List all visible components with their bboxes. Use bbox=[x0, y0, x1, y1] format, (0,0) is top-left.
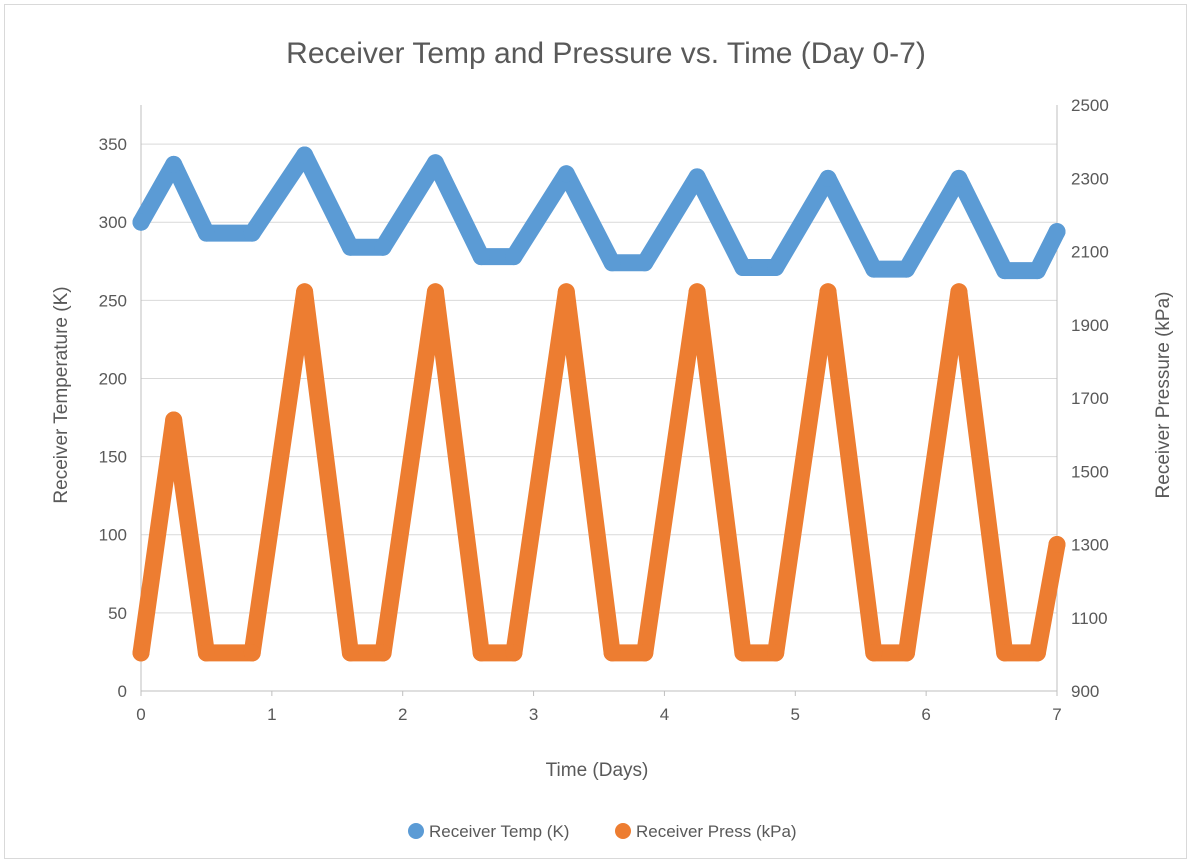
data-point-temp bbox=[1028, 262, 1046, 280]
data-point-press bbox=[426, 283, 444, 301]
y2-tick-label: 1700 bbox=[1071, 389, 1109, 408]
data-point-temp bbox=[557, 165, 575, 183]
y2-tick-label: 1900 bbox=[1071, 316, 1109, 335]
x-tick-label: 1 bbox=[267, 705, 276, 724]
y-tick-label: 150 bbox=[99, 448, 127, 467]
y2-tick-label: 1100 bbox=[1071, 609, 1108, 628]
data-point-temp bbox=[950, 169, 968, 187]
x-tick-label: 4 bbox=[660, 705, 669, 724]
data-point-press bbox=[243, 644, 261, 662]
data-point-temp bbox=[996, 262, 1014, 280]
y-tick-label: 300 bbox=[99, 213, 127, 232]
series-line-temp bbox=[132, 146, 1066, 280]
y-tick-label: 50 bbox=[108, 604, 127, 623]
x-tick-label: 2 bbox=[398, 705, 407, 724]
data-point-press bbox=[734, 644, 752, 662]
y-tick-label: 250 bbox=[99, 291, 127, 310]
data-point-press bbox=[819, 283, 837, 301]
data-point-temp bbox=[197, 224, 215, 242]
y2-tick-label: 2300 bbox=[1071, 169, 1109, 188]
data-point-temp bbox=[374, 238, 392, 256]
data-point-press bbox=[374, 644, 392, 662]
x-tick-label: 6 bbox=[921, 705, 930, 724]
x-axis-title: Time (Days) bbox=[546, 760, 649, 781]
y-tick-label: 350 bbox=[99, 135, 127, 154]
data-point-press bbox=[165, 411, 183, 429]
data-point-press bbox=[636, 644, 654, 662]
data-point-temp bbox=[1048, 223, 1066, 241]
data-point-press bbox=[472, 644, 490, 662]
x-tick-label: 5 bbox=[791, 705, 800, 724]
data-point-press bbox=[341, 644, 359, 662]
data-point-press bbox=[197, 644, 215, 662]
data-point-temp bbox=[341, 238, 359, 256]
data-point-press bbox=[1028, 644, 1046, 662]
data-point-temp bbox=[505, 248, 523, 266]
data-point-press bbox=[688, 283, 706, 301]
series-line-press bbox=[132, 283, 1066, 662]
data-point-temp bbox=[472, 248, 490, 266]
data-point-temp bbox=[898, 260, 915, 278]
data-point-temp bbox=[865, 260, 883, 278]
data-point-temp bbox=[426, 154, 444, 172]
chart-title: Receiver Temp and Pressure vs. Time (Day… bbox=[286, 37, 926, 70]
data-point-temp bbox=[734, 259, 752, 276]
data-point-press bbox=[767, 644, 785, 662]
legend-label-temp: Receiver Temp (K) bbox=[429, 822, 569, 841]
data-point-temp bbox=[243, 224, 261, 242]
chart-area: Receiver Temp and Pressure vs. Time (Day… bbox=[4, 4, 1187, 859]
y2-tick-label: 2100 bbox=[1071, 243, 1109, 262]
chart-svg: Receiver Temp and Pressure vs. Time (Day… bbox=[51, 37, 1174, 841]
y2-axis-title: Receiver Pressure (kPa) bbox=[1153, 292, 1174, 499]
y2-tick-label: 1300 bbox=[1071, 536, 1109, 555]
data-point-temp bbox=[603, 254, 621, 272]
legend-marker-press bbox=[615, 823, 631, 839]
data-point-press bbox=[950, 283, 968, 301]
y-tick-label: 0 bbox=[118, 682, 127, 701]
data-point-press bbox=[557, 283, 575, 301]
data-point-press bbox=[1048, 536, 1066, 553]
x-tick-label: 0 bbox=[136, 705, 145, 724]
data-point-press bbox=[898, 644, 915, 662]
data-point-temp bbox=[296, 146, 314, 164]
y2-tick-label: 2500 bbox=[1071, 96, 1109, 115]
legend: Receiver Temp (K) Receiver Press (kPa) bbox=[408, 822, 797, 841]
legend-label-press: Receiver Press (kPa) bbox=[636, 822, 797, 841]
data-point-temp bbox=[132, 213, 150, 231]
data-point-press bbox=[505, 644, 523, 662]
data-point-press bbox=[865, 644, 883, 662]
data-point-temp bbox=[767, 259, 785, 276]
data-point-press bbox=[603, 644, 621, 662]
data-point-temp bbox=[688, 168, 706, 186]
data-point-temp bbox=[165, 155, 183, 173]
y2-tick-label: 1500 bbox=[1071, 462, 1109, 481]
y-tick-label: 200 bbox=[99, 369, 127, 388]
legend-marker-temp bbox=[408, 823, 424, 839]
series-layer bbox=[132, 146, 1066, 662]
data-point-press bbox=[996, 644, 1014, 662]
x-tick-label: 7 bbox=[1052, 705, 1061, 724]
data-point-temp bbox=[636, 254, 654, 272]
x-tick-label: 3 bbox=[529, 705, 538, 724]
y-axis-title: Receiver Temperature (K) bbox=[51, 286, 72, 503]
axes: 0 1 2 3 4 5 6 7 0 50 100 150 200 250 300 350 900 1100 1300… bbox=[99, 96, 1109, 724]
y-tick-label: 100 bbox=[99, 526, 127, 545]
data-point-press bbox=[296, 283, 314, 301]
y2-tick-label: 900 bbox=[1071, 682, 1099, 701]
data-point-temp bbox=[819, 169, 837, 187]
data-point-press bbox=[132, 644, 150, 662]
